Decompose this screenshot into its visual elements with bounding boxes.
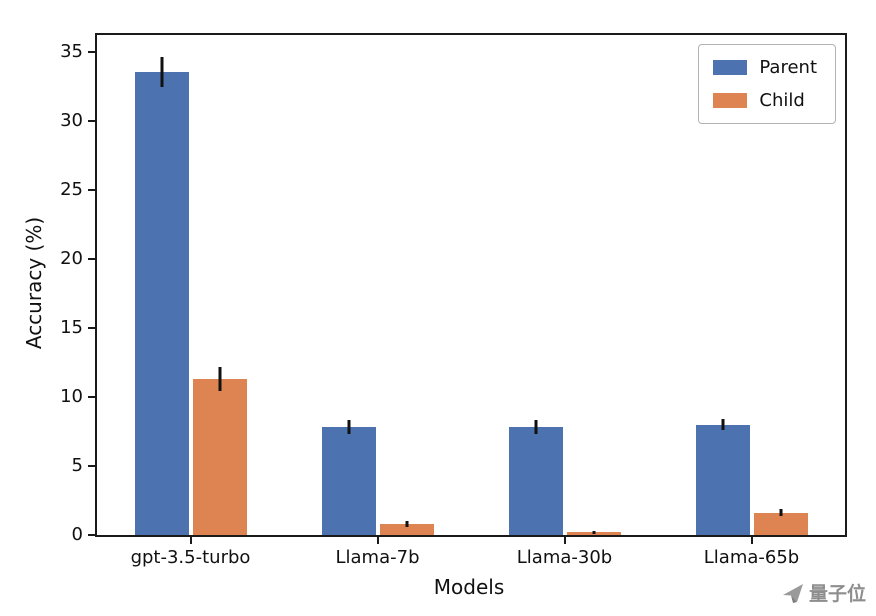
watermark: 量子位	[782, 579, 866, 606]
y-tick-mark	[88, 326, 95, 329]
y-tick-label: 35	[60, 40, 83, 62]
error-bar	[721, 419, 724, 431]
error-bar	[405, 520, 408, 528]
legend-label: Child	[759, 90, 805, 111]
bar-child-llama-65b	[753, 509, 808, 535]
legend-entry-parent: Parent	[713, 57, 817, 78]
error-bar	[218, 366, 221, 392]
y-tick-label: 25	[60, 178, 83, 200]
y-tick-label: 20	[60, 247, 83, 269]
legend-swatch-child	[713, 93, 748, 108]
legend-entry-child: Child	[713, 90, 817, 111]
x-tick-label: Llama-7b	[335, 547, 420, 568]
y-tick-label: 30	[60, 109, 83, 131]
bar-parent-gpt-3.5-turbo	[134, 57, 189, 535]
y-axis-label: Accuracy (%)	[22, 216, 46, 350]
error-bar	[592, 530, 595, 534]
legend-label: Parent	[759, 57, 817, 78]
y-tick-label: 15	[60, 316, 83, 338]
bar-group-llama-30b: Llama-30b	[471, 35, 658, 568]
y-tick-mark	[88, 50, 95, 53]
error-bar	[160, 57, 163, 88]
y-tick-mark	[88, 119, 95, 122]
y-tick-mark	[88, 395, 95, 398]
error-bar	[534, 420, 537, 435]
x-tick-label: Llama-65b	[703, 547, 800, 568]
y-tick-label: 5	[71, 454, 83, 476]
bar-parent-llama-7b	[321, 420, 376, 535]
error-bar	[347, 420, 350, 435]
bar-parent-llama-30b	[508, 420, 563, 535]
bar-group-gpt-3.5-turbo: gpt-3.5-turbo	[97, 35, 284, 568]
y-tick-label: 10	[60, 385, 83, 407]
bar-parent-llama-65b	[695, 419, 750, 535]
bar-child-gpt-3.5-turbo	[192, 366, 247, 535]
error-bar	[779, 509, 782, 517]
plot-area: Parent Child 0 5 10 15 20 25 30 35 gpt-3.5-turbo L…	[60, 33, 847, 568]
y-tick-mark	[88, 534, 95, 536]
y-tick-label: 0	[71, 524, 83, 545]
x-tick-mark	[376, 537, 379, 544]
bar-child-llama-7b	[379, 520, 434, 535]
x-tick-mark	[750, 537, 753, 544]
legend: Parent Child	[698, 44, 836, 124]
x-tick-mark	[189, 537, 192, 544]
bar-group-llama-65b: Llama-65b	[658, 35, 845, 568]
y-tick-mark	[88, 464, 95, 467]
bar-group-llama-7b: Llama-7b	[284, 35, 471, 568]
bar-child-llama-30b	[566, 530, 621, 535]
x-axis-label: Models	[433, 575, 505, 599]
qbitai-logo-icon	[782, 582, 804, 604]
y-tick-mark	[88, 188, 95, 191]
watermark-text: 量子位	[808, 583, 866, 605]
x-tick-label: gpt-3.5-turbo	[130, 547, 251, 568]
y-tick-mark	[88, 257, 95, 260]
x-tick-label: Llama-30b	[516, 547, 613, 568]
x-tick-mark	[563, 537, 566, 544]
legend-swatch-parent	[713, 60, 748, 75]
